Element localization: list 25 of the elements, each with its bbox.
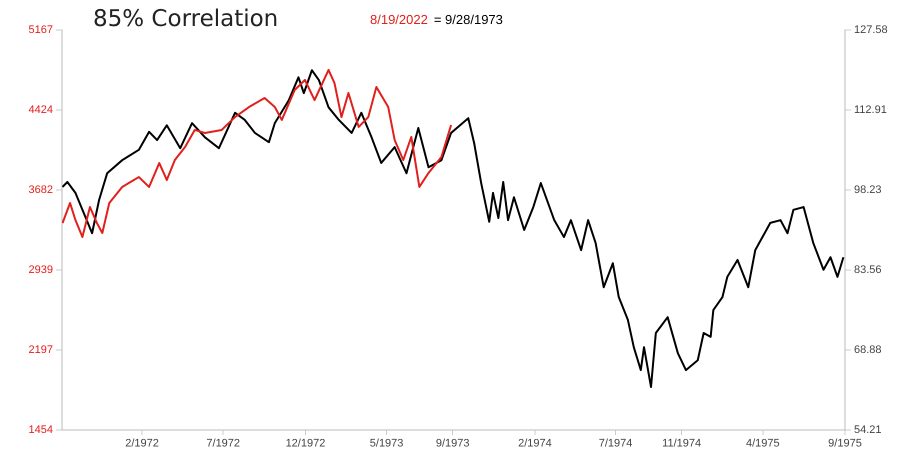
text: = 9/28/1973 (434, 12, 503, 27)
y2-tick-label: 127.58 (854, 24, 888, 36)
x-tick-label: 9/1975 (828, 438, 862, 450)
y2-tick-label: 98.23 (854, 184, 882, 196)
x-tick-label: 2/1974 (518, 438, 552, 450)
y-tick-label: 4424 (28, 104, 53, 116)
chart-title: 85% Correlation (93, 6, 278, 32)
y-tick-label: 3682 (28, 184, 53, 196)
x-tick-label: 9/1973 (436, 438, 470, 450)
text: 8/19/2022 (370, 12, 428, 27)
x-tick-label: 7/1972 (206, 438, 240, 450)
y-tick-label: 2939 (28, 264, 53, 276)
x-tick-label: 7/1974 (598, 438, 632, 450)
y2-tick-label: 68.88 (854, 344, 882, 356)
x-tick-label: 12/1972 (286, 438, 326, 450)
y2-tick-label: 83.56 (854, 264, 882, 276)
x-tick-label: 4/1975 (746, 438, 780, 450)
y-tick-label: 5167 (28, 24, 53, 36)
y2-tick-label: 54.21 (854, 424, 882, 436)
y-tick-label: 2197 (28, 344, 53, 356)
x-tick-label: 11/1974 (662, 438, 702, 450)
y2-tick-label: 112.91 (854, 104, 887, 116)
x-tick-label: 2/1972 (125, 438, 159, 450)
y-tick-label: 1454 (28, 424, 53, 436)
x-tick-label: 5/1973 (370, 438, 404, 450)
